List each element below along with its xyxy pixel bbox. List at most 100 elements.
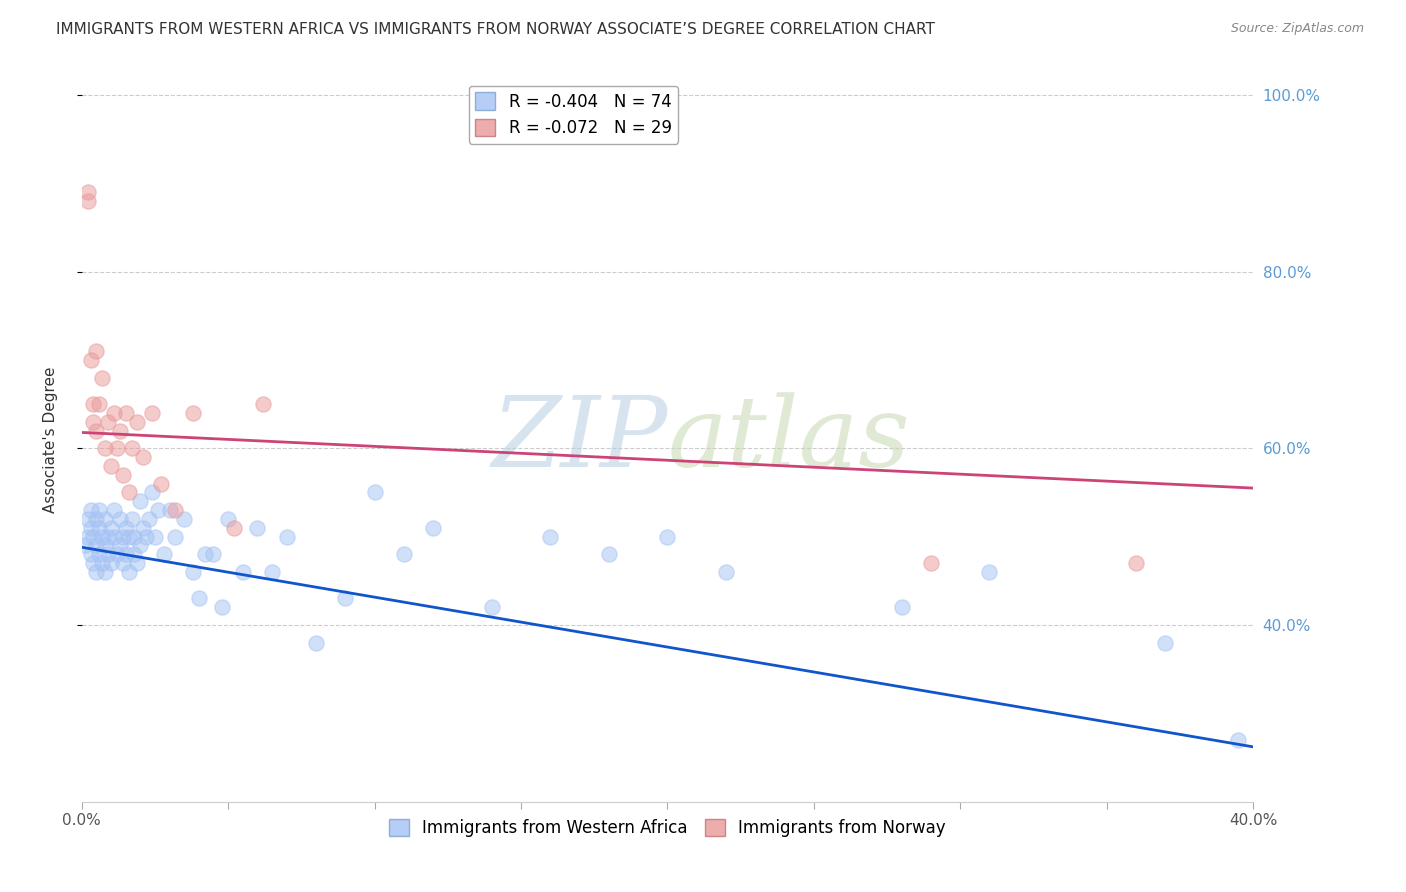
Text: IMMIGRANTS FROM WESTERN AFRICA VS IMMIGRANTS FROM NORWAY ASSOCIATE’S DEGREE CORR: IMMIGRANTS FROM WESTERN AFRICA VS IMMIGR…: [56, 22, 935, 37]
Point: [260, 565, 283, 579]
Point: [363, 485, 385, 500]
Point: [97, 530, 120, 544]
Point: [82, 530, 104, 544]
Point: [127, 415, 149, 429]
Point: [100, 521, 122, 535]
Point: [117, 565, 139, 579]
Point: [111, 530, 134, 544]
Point: [79, 521, 101, 535]
Point: [117, 530, 139, 544]
Point: [121, 442, 143, 456]
Point: [76, 194, 98, 208]
Point: [335, 591, 357, 606]
Point: [138, 512, 160, 526]
Point: [392, 547, 415, 561]
Point: [94, 565, 117, 579]
Point: [149, 476, 172, 491]
Point: [97, 547, 120, 561]
Point: [422, 521, 444, 535]
Point: [598, 547, 620, 561]
Point: [222, 521, 245, 535]
Point: [129, 494, 152, 508]
Point: [86, 539, 108, 553]
Point: [152, 547, 174, 561]
Point: [252, 397, 274, 411]
Point: [165, 530, 187, 544]
Point: [114, 547, 136, 561]
Point: [159, 503, 181, 517]
Point: [127, 556, 149, 570]
Point: [103, 406, 125, 420]
Point: [246, 521, 269, 535]
Point: [76, 186, 98, 200]
Point: [481, 600, 503, 615]
Point: [121, 512, 143, 526]
Point: [132, 521, 155, 535]
Point: [94, 442, 117, 456]
Point: [124, 530, 146, 544]
Point: [100, 458, 122, 473]
Point: [100, 556, 122, 570]
Point: [111, 467, 134, 482]
Point: [108, 424, 131, 438]
Text: atlas: atlas: [668, 392, 910, 487]
Point: [146, 503, 169, 517]
Point: [82, 397, 104, 411]
Point: [114, 406, 136, 420]
Point: [103, 503, 125, 517]
Point: [1227, 732, 1250, 747]
Point: [1154, 635, 1177, 649]
Point: [129, 539, 152, 553]
Point: [211, 600, 233, 615]
Point: [165, 503, 187, 517]
Point: [89, 521, 111, 535]
Point: [86, 424, 108, 438]
Text: ZIP: ZIP: [491, 392, 668, 487]
Point: [79, 547, 101, 561]
Point: [217, 512, 239, 526]
Point: [108, 512, 131, 526]
Legend: Immigrants from Western Africa, Immigrants from Norway: Immigrants from Western Africa, Immigran…: [382, 813, 952, 844]
Point: [143, 530, 166, 544]
Point: [111, 556, 134, 570]
Point: [86, 344, 108, 359]
Point: [89, 397, 111, 411]
Point: [117, 485, 139, 500]
Point: [76, 530, 98, 544]
Point: [194, 547, 217, 561]
Point: [108, 539, 131, 553]
Point: [202, 547, 225, 561]
Point: [890, 600, 912, 615]
Point: [89, 547, 111, 561]
Point: [124, 547, 146, 561]
Point: [135, 530, 157, 544]
Point: [73, 539, 96, 553]
Point: [91, 370, 114, 384]
Point: [89, 503, 111, 517]
Point: [141, 485, 163, 500]
Point: [979, 565, 1001, 579]
Point: [86, 512, 108, 526]
Point: [305, 635, 328, 649]
Point: [276, 530, 298, 544]
Point: [105, 547, 128, 561]
Point: [657, 530, 679, 544]
Point: [181, 565, 204, 579]
Point: [232, 565, 254, 579]
Point: [103, 530, 125, 544]
Text: Source: ZipAtlas.com: Source: ZipAtlas.com: [1230, 22, 1364, 36]
Point: [94, 539, 117, 553]
Point: [187, 591, 209, 606]
Point: [714, 565, 737, 579]
Point: [79, 353, 101, 368]
Point: [86, 565, 108, 579]
Point: [97, 415, 120, 429]
Point: [82, 415, 104, 429]
Point: [76, 512, 98, 526]
Point: [114, 521, 136, 535]
Point: [141, 406, 163, 420]
Point: [920, 556, 942, 570]
Point: [91, 530, 114, 544]
Point: [538, 530, 561, 544]
Point: [173, 512, 195, 526]
